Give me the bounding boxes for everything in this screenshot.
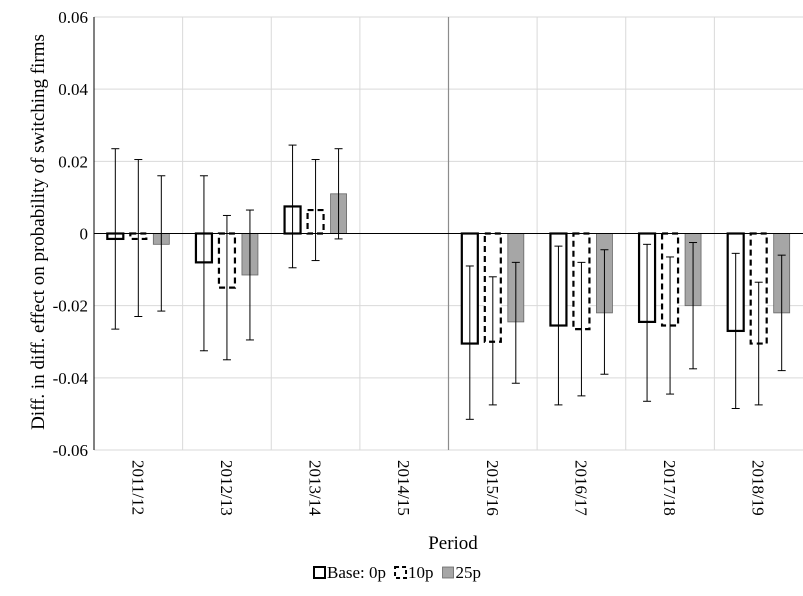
- legend-label: 25p: [456, 563, 482, 582]
- bars-layer: [106, 144, 791, 420]
- legend-swatch: [313, 566, 326, 579]
- x-tick-label: 2016/17: [571, 460, 590, 516]
- y-axis-title: Diff. in diff. effect on probability of …: [28, 34, 49, 430]
- legend-label: 10p: [408, 563, 434, 582]
- x-tick-label: 2017/18: [660, 460, 679, 516]
- x-tick-label: 2011/12: [128, 460, 147, 515]
- y-tick-label: 0: [80, 225, 89, 244]
- x-axis-title: Period: [428, 533, 478, 554]
- x-tick-label: 2014/15: [394, 460, 413, 516]
- axis-layer: [93, 17, 803, 450]
- legend-label: Base: 0p: [327, 563, 386, 582]
- legend-swatch: [442, 566, 454, 579]
- labels-layer: 0.06 0.04 0.02 0 -0.02 -0.04 -0.06 2011/12 2012/…: [53, 8, 768, 516]
- y-tick-label: -0.02: [53, 297, 88, 316]
- legend: Base: 0p 10p 25p: [313, 563, 482, 582]
- y-tick-label: 0.06: [58, 8, 88, 27]
- x-tick-label: 2018/19: [749, 460, 768, 516]
- y-tick-label: -0.06: [53, 441, 88, 460]
- y-tick-label: -0.04: [53, 369, 89, 388]
- y-tick-label: 0.04: [58, 80, 88, 99]
- y-tick-label: 0.02: [58, 152, 88, 171]
- legend-swatch: [394, 566, 408, 579]
- x-tick-label: 2012/13: [217, 460, 236, 516]
- x-tick-label: 2015/16: [483, 460, 502, 516]
- x-tick-label: 2013/14: [306, 460, 325, 516]
